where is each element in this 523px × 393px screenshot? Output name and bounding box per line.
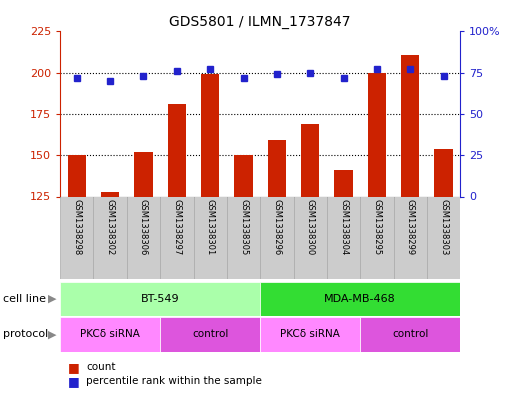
Bar [60, 282, 260, 316]
Text: GSM1338304: GSM1338304 [339, 199, 348, 255]
Text: percentile rank within the sample: percentile rank within the sample [86, 376, 262, 386]
Text: PKCδ siRNA: PKCδ siRNA [80, 329, 140, 340]
Bar [60, 317, 160, 352]
Bar [368, 73, 386, 196]
Bar [134, 152, 153, 196]
Bar [260, 282, 460, 316]
Text: MDA-MB-468: MDA-MB-468 [324, 294, 396, 304]
Text: GSM1338305: GSM1338305 [239, 199, 248, 255]
Text: protocol: protocol [3, 329, 48, 340]
Bar [260, 196, 293, 279]
Text: control: control [192, 329, 229, 340]
Bar [293, 196, 327, 279]
Bar [194, 196, 227, 279]
Title: GDS5801 / ILMN_1737847: GDS5801 / ILMN_1737847 [169, 15, 351, 29]
Text: GSM1338297: GSM1338297 [173, 199, 181, 255]
Text: GSM1338301: GSM1338301 [206, 199, 214, 255]
Text: GSM1338300: GSM1338300 [306, 199, 315, 255]
Bar [60, 196, 94, 279]
Text: BT-549: BT-549 [141, 294, 179, 304]
Text: GSM1338306: GSM1338306 [139, 199, 148, 255]
Text: ▶: ▶ [48, 294, 56, 304]
Text: ■: ■ [68, 375, 79, 388]
Bar [301, 124, 320, 196]
Text: control: control [392, 329, 428, 340]
Bar [268, 140, 286, 196]
Bar [227, 196, 260, 279]
Text: GSM1338295: GSM1338295 [372, 199, 381, 255]
Bar [334, 170, 353, 196]
Bar [101, 191, 119, 196]
Bar [127, 196, 160, 279]
Text: count: count [86, 362, 116, 373]
Bar [168, 104, 186, 196]
Bar [327, 196, 360, 279]
Text: ▶: ▶ [48, 329, 56, 340]
Bar [360, 196, 393, 279]
Bar [360, 317, 460, 352]
Bar [160, 317, 260, 352]
Text: GSM1338303: GSM1338303 [439, 199, 448, 255]
Bar [160, 196, 194, 279]
Bar [94, 196, 127, 279]
Text: GSM1338299: GSM1338299 [406, 199, 415, 255]
Bar [427, 196, 460, 279]
Text: GSM1338298: GSM1338298 [72, 199, 81, 255]
Bar [435, 149, 453, 196]
Bar [234, 155, 253, 196]
Bar [401, 55, 419, 196]
Bar [201, 74, 219, 196]
Bar [260, 317, 360, 352]
Bar [67, 155, 86, 196]
Bar [394, 196, 427, 279]
Text: cell line: cell line [3, 294, 46, 304]
Text: PKCδ siRNA: PKCδ siRNA [280, 329, 340, 340]
Text: ■: ■ [68, 361, 79, 374]
Text: GSM1338296: GSM1338296 [272, 199, 281, 255]
Text: GSM1338302: GSM1338302 [106, 199, 115, 255]
